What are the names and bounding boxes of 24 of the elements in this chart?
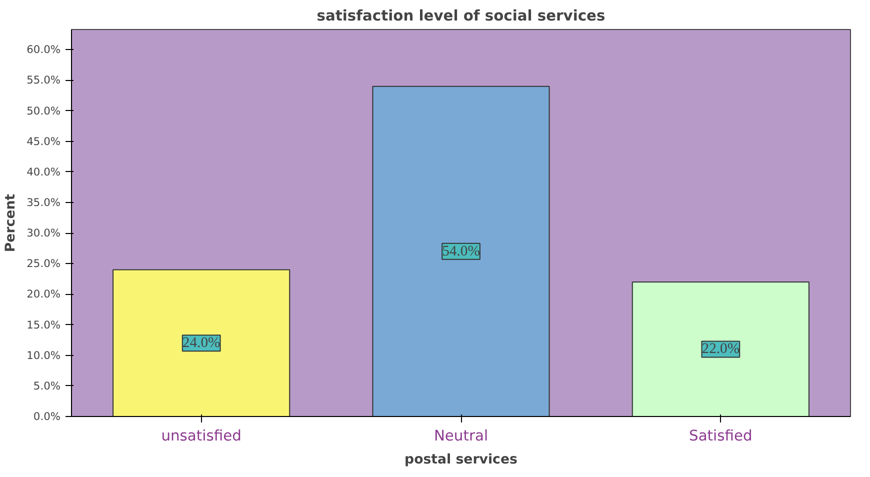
- x-tick-label: Neutral: [434, 428, 488, 444]
- y-tick-label: 50.0%: [26, 104, 61, 118]
- y-tick-label: 55.0%: [26, 74, 61, 87]
- y-tick-label: 5.0%: [33, 379, 61, 392]
- y-tick-label: 30.0%: [26, 226, 61, 240]
- y-tick-label: 25.0%: [26, 257, 61, 270]
- x-tick-label: unsatisfied: [161, 428, 242, 444]
- y-axis-title: Percent: [4, 193, 19, 252]
- bar: [372, 86, 550, 416]
- y-tick-label: 35.0%: [26, 196, 61, 210]
- y-tick-label: 20.0%: [26, 288, 61, 301]
- y-tick-label: 45.0%: [26, 134, 61, 148]
- x-axis-title: postal services: [404, 452, 518, 468]
- y-tick-label: 10.0%: [26, 348, 61, 362]
- y-tick-label: 40.0%: [26, 165, 61, 178]
- data-label: 54.0%: [442, 243, 480, 260]
- bar: [112, 269, 290, 416]
- y-tick-label: 15.0%: [26, 318, 61, 332]
- y-tick-label: 60.0%: [26, 43, 61, 56]
- x-tick-label: Satisfied: [689, 428, 752, 444]
- bar: [632, 282, 810, 416]
- data-label: 22.0%: [702, 341, 740, 358]
- chart-title: satisfaction level of social services: [316, 8, 606, 24]
- y-tick-label: 0.0%: [33, 410, 61, 423]
